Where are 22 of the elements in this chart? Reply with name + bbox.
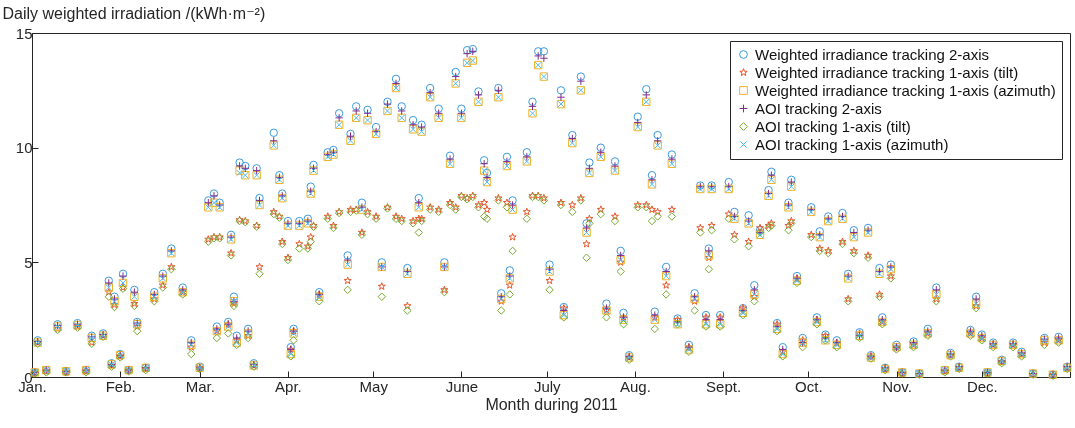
x-axis-title: Month during 2011	[485, 395, 618, 413]
legend-label: Weighted irradiance tracking 1-axis (tilt)	[755, 63, 1019, 81]
x-tick-label: May	[359, 377, 389, 395]
x-tick-label: June	[445, 377, 479, 395]
y-tick-label: 15	[15, 24, 33, 42]
legend-label: Weighted irradiance tracking 1-axis (azimuth)	[755, 81, 1056, 99]
x-tick-label: Dec.	[966, 377, 998, 395]
x-tick-label: Feb.	[105, 377, 136, 395]
x-tick-label: Oct.	[795, 377, 823, 395]
x-tick-label: Nov.	[882, 377, 912, 395]
legend-label: Weighted irradiance tracking 2-axis	[755, 45, 990, 63]
y-tick-label: 5	[24, 253, 33, 271]
legend-label: AOI tracking 2-axis	[755, 99, 882, 117]
legend-label: AOI tracking 1-axis (azimuth)	[755, 135, 949, 153]
x-tick-label: Mar.	[185, 377, 215, 395]
x-tick-label: July	[533, 377, 562, 395]
x-tick-label: Aug.	[619, 377, 651, 395]
x-tick-label: Apr.	[275, 377, 302, 395]
legend-label: AOI tracking 1-axis (tilt)	[755, 117, 911, 135]
x-tick-label: Sept.	[706, 377, 742, 395]
y-axis-title: Daily weighted irradiation /(kWh·m⁻²)	[2, 4, 266, 22]
y-tick-label: 10	[15, 139, 33, 157]
